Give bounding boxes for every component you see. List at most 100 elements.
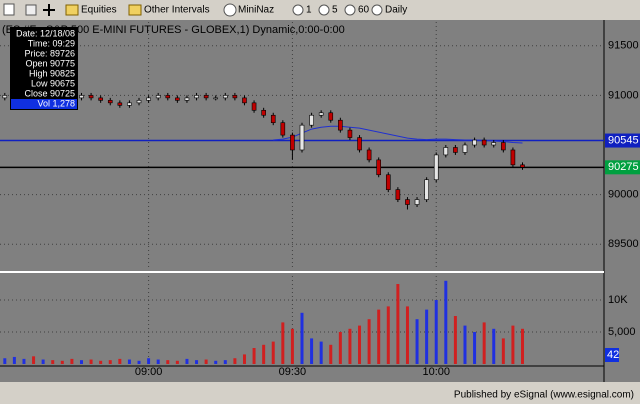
volume-label-bg [605,348,619,362]
candle-body [175,97,180,101]
volume-bar [319,341,323,364]
volume-bar [396,284,400,364]
volume-bar [70,358,74,364]
candle-body [146,97,151,101]
interval-icon [318,4,330,16]
candle-body [347,129,353,138]
volume-bar [463,325,467,364]
tool-icon [3,3,15,16]
folder-icon[interactable] [128,4,142,16]
volume-bar [12,356,16,364]
candle-body [453,147,458,153]
volume-bar [252,348,256,364]
candle-body [232,95,238,99]
candle-body [405,199,410,205]
candle-body [357,137,362,151]
volume-bar [415,319,419,364]
candle-body [338,119,343,131]
volume-last-label: 42 [607,349,619,361]
volume-bar [242,354,246,364]
candle-body [79,95,84,99]
candle-body [520,164,525,168]
volume-bar [41,359,45,364]
candle-body [203,95,209,99]
volume-bar [51,360,55,364]
candle-body [136,100,142,104]
candle-body [385,174,391,190]
volume-bar [204,359,208,364]
volume-bar [156,359,160,364]
volume-bar [214,360,218,364]
volume-bar [338,332,342,364]
volume-bar [99,360,103,364]
y-tick-label: 5,000 [608,326,636,338]
volume-bar [444,280,448,364]
info-close: Close 90725 [24,88,75,98]
candle-body [280,122,286,136]
candle-body [395,189,401,200]
info-price: Price: 89726 [24,48,75,58]
volume-bar [358,325,362,364]
price-label-bg [605,133,640,148]
toolbar-button[interactable]: Other Intervals [144,5,210,16]
toolbar-button[interactable]: MiniNaz [238,5,274,16]
x-tick-label: 09:00 [135,366,163,378]
toolbar-button[interactable]: Equities [81,5,117,16]
volume-bar [137,360,141,364]
volume-bar [290,328,294,364]
toolbar-button[interactable]: 1 [306,5,312,16]
candle-body [472,139,477,146]
toolbar-button[interactable]: Daily [385,5,407,16]
volume-bar [511,325,515,364]
volume-bar [434,300,438,364]
info-high: High 90825 [29,68,75,78]
candle-body [414,199,420,205]
volume-bar [60,360,64,364]
moving-average [273,125,523,144]
volume-bar [147,358,151,364]
volume-bar [22,358,26,364]
chart-bg [0,20,640,382]
candle-body [309,114,314,126]
toolbar-button[interactable]: 5 [332,5,338,16]
candle-body [165,95,171,99]
volume-bar [501,338,505,364]
volume-bar [233,358,237,364]
info-bg [10,27,78,110]
y-tick-label: 90000 [608,189,639,201]
volume-bar [185,358,189,364]
candle-body [2,95,8,99]
volume-bar [492,328,496,364]
volume-bar [271,341,275,364]
y-tick-label: 10K [608,294,628,306]
interval-icon [292,4,304,16]
volume-bar [108,360,112,364]
volume-bar [425,309,429,364]
toolbar: Equities Other Intervals MiniNaz 1 5 60 … [3,3,407,17]
candle-body [318,112,324,116]
price-label: 90545 [608,134,639,146]
volume-bar [300,312,304,364]
y-tick-label: 91500 [608,40,639,52]
volume-bar [89,359,93,364]
candle-body [270,114,276,123]
folder-icon[interactable] [65,4,79,16]
toolbar-button[interactable]: 60 [358,5,370,16]
volume-bar [367,319,371,364]
volume-bar [3,358,7,364]
candle-body [251,102,257,111]
volume-bar [223,360,227,364]
price-label: 90275 [608,161,639,173]
volume-bar [521,328,525,364]
volume-bar [405,306,409,364]
candle-body [424,179,429,200]
candle-body [433,154,439,181]
candle-body [88,95,94,99]
info-volume: Vol 1,278 [37,98,75,108]
y-tick-label: 91000 [608,89,639,101]
volume-bar [377,309,381,364]
x-tick-label: 10:00 [422,366,450,378]
info-date: Date: 12/18/08 [16,28,75,38]
